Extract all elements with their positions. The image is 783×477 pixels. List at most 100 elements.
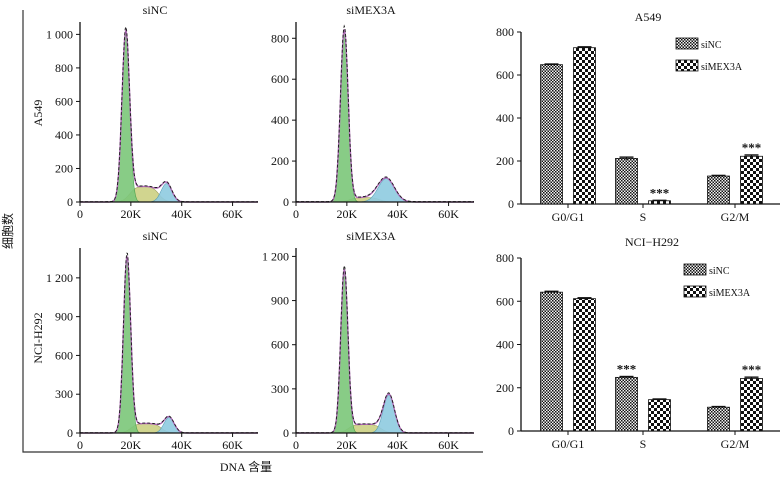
y-tick-label: 400 [496, 111, 514, 125]
significance-marker: *** [617, 362, 637, 377]
x-tick-label: 20K [337, 438, 358, 452]
x-tick-label: 40K [171, 207, 192, 221]
significance-marker: *** [742, 140, 762, 155]
data-envelope-line [296, 24, 474, 203]
g2-peak-area [80, 417, 258, 434]
y-tick-label: 0 [508, 197, 514, 211]
x-tick-label: 20K [121, 207, 142, 221]
bar-simex3a [740, 378, 763, 432]
bar-sinc [707, 406, 730, 432]
panel-title: siNC [143, 3, 168, 17]
bar-chart-title: A549 [635, 10, 662, 24]
x-tick-label: 40K [171, 438, 192, 452]
bar-simex3a [648, 200, 671, 205]
panel-title: siNC [143, 229, 168, 243]
bar-sinc [540, 291, 563, 432]
data-envelope-line [80, 25, 258, 203]
legend-label-sinc: siNC [701, 40, 722, 51]
y-tick-label: 800 [55, 61, 73, 75]
histogram-frame [22, 10, 483, 453]
y-tick-label: 600 [496, 294, 514, 308]
significance-marker: *** [650, 185, 670, 200]
bar-chart-a549: A549 0 200 400 600 800 G0/G1 S G2/M *** *** siNC siM… [496, 10, 780, 224]
legend-swatch-simex3a [675, 59, 699, 72]
y-tick-label: 0 [283, 426, 289, 440]
model-fit-line [296, 29, 474, 203]
legend-label-simex3a: siMEX3A [701, 62, 743, 73]
bar-simex3a [573, 47, 596, 205]
legend-swatch-sinc [675, 37, 699, 50]
y-tick-label: 900 [55, 310, 73, 324]
data-envelope-line [80, 252, 258, 434]
y-tick-label: 1 000 [46, 27, 73, 41]
histogram-a549-simex3a: 0 20K 40K 60K 0 200 400 600 800 siMEX3A [271, 3, 474, 221]
x-tick-label: 60K [222, 207, 243, 221]
x-tick-label: G2/M [721, 210, 750, 224]
bar-sinc [615, 158, 638, 205]
x-axis-label: DNA 含量 [220, 459, 272, 474]
y-tick-label: 200 [271, 154, 289, 168]
y-tick-label: 1 200 [262, 249, 289, 263]
y-tick-label: 600 [55, 348, 73, 362]
panel-title: siMEX3A [346, 3, 396, 17]
x-tick-label: 0 [77, 207, 83, 221]
y-tick-label: 400 [496, 338, 514, 352]
y-tick-label: 200 [496, 381, 514, 395]
y-tick-label: 1 200 [46, 271, 73, 285]
g1-peak-area [80, 33, 258, 203]
y-tick-label: 400 [55, 128, 73, 142]
bar-simex3a [573, 298, 596, 432]
bar-sinc [540, 64, 563, 205]
histogram-nci-h292-sinc: 0 20K 40K 60K 0 300 600 900 1 200 siNC [46, 229, 258, 452]
bar-sinc [615, 376, 638, 432]
x-tick-label: 0 [293, 438, 299, 452]
y-tick-label: 0 [283, 195, 289, 209]
g1-peak-area [296, 30, 474, 203]
x-tick-label: 60K [222, 438, 243, 452]
y-tick-label: 800 [271, 31, 289, 45]
row-label-nci-h292: NCI-H292 [31, 312, 45, 363]
y-tick-label: 0 [67, 195, 73, 209]
legend-swatch-simex3a [683, 285, 707, 298]
x-tick-label: 60K [438, 438, 459, 452]
x-tick-label: S [640, 437, 647, 451]
g1-peak-area [80, 258, 258, 434]
x-tick-label: 40K [387, 207, 408, 221]
legend-label-simex3a: siMEX3A [709, 288, 751, 299]
y-tick-label: 600 [55, 94, 73, 108]
y-tick-label: 600 [496, 68, 514, 82]
bar-chart-nci-h292: NCI−H292 0 200 400 600 800 G0/G1 S G2/M *** *** siN… [496, 235, 780, 451]
y-tick-label: 600 [271, 72, 289, 86]
y-tick-label: 900 [271, 294, 289, 308]
y-tick-label: 0 [508, 424, 514, 438]
x-tick-label: 20K [121, 438, 142, 452]
y-tick-label: 300 [55, 387, 73, 401]
significance-marker: *** [742, 362, 762, 377]
model-fit-line [80, 28, 258, 203]
y-tick-label: 0 [67, 426, 73, 440]
x-tick-label: G2/M [721, 437, 750, 451]
legend-swatch-sinc [683, 263, 707, 276]
model-fit-line [80, 256, 258, 434]
g2-peak-area [296, 178, 474, 203]
histogram-nci-h292-simex3a: 0 20K 40K 60K 0 300 600 900 1 200 siMEX3A [262, 229, 474, 452]
y-tick-label: 300 [271, 382, 289, 396]
bar-simex3a [648, 399, 671, 432]
bar-sinc [707, 175, 730, 205]
panel-title: siMEX3A [346, 229, 396, 243]
y-axis-label: 细胞数 [0, 213, 15, 249]
row-label-a549: A549 [31, 100, 45, 127]
histogram-a549-sinc: 0 20K 40K 60K 0 200 400 600 800 1 000 siNC [46, 3, 258, 221]
x-tick-label: 20K [337, 207, 358, 221]
y-tick-label: 600 [271, 338, 289, 352]
x-tick-label: 40K [387, 438, 408, 452]
y-tick-label: 400 [271, 113, 289, 127]
x-tick-label: 0 [293, 207, 299, 221]
bar-simex3a [740, 155, 763, 205]
x-tick-label: 60K [438, 207, 459, 221]
legend-label-sinc: siNC [709, 266, 730, 277]
x-tick-label: 0 [77, 438, 83, 452]
y-tick-label: 200 [55, 161, 73, 175]
x-tick-label: G0/G1 [552, 210, 585, 224]
